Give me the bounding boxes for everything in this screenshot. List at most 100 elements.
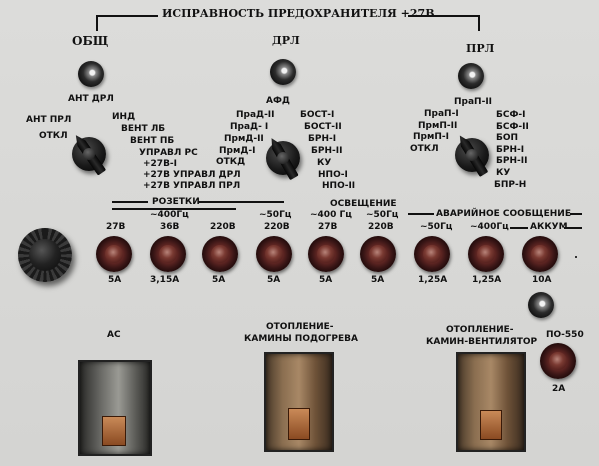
bracket-left-drop xyxy=(96,15,98,31)
po550-fuse-label: 2А xyxy=(552,384,566,394)
sw-mid-right-6: НПО-II xyxy=(322,181,356,191)
fuse-5-top: 220В xyxy=(368,222,394,232)
lamp-drl-indicator xyxy=(270,59,296,85)
header-title: ИСПРАВНОСТЬ ПРЕДОХРАНИТЕЛЯ +27В xyxy=(162,7,435,20)
toggle-heat2-line2: КАМИН-ВЕНТИЛЯТОР xyxy=(426,337,538,347)
sw-right-left-1: ПрмП-II xyxy=(418,121,458,131)
section-rozetki: РОЗЕТКИ xyxy=(152,197,200,207)
fuse-holder-2[interactable] xyxy=(202,236,238,272)
fuse-1-bottom: 3,15А xyxy=(150,275,180,285)
po550-label: ПО-550 xyxy=(546,330,584,340)
group-obsh: ОБЩ xyxy=(72,34,109,48)
sw-mid-right-3: БРН-II xyxy=(311,146,343,156)
toggle-heat1[interactable] xyxy=(264,352,334,452)
rozetki-line-right xyxy=(198,201,284,203)
rotary-switch-left[interactable] xyxy=(72,137,106,171)
rotary-switch-right[interactable] xyxy=(455,138,489,172)
sw-left-pos-6: +27В-I xyxy=(143,159,178,169)
fuse-holder-1[interactable] xyxy=(150,236,186,272)
sw-mid-right-1: БОСТ-II xyxy=(304,122,342,132)
rotary-cap-left xyxy=(83,148,95,160)
sw-mid-left-4: ОТКД xyxy=(216,157,246,167)
fuse-holder-5[interactable] xyxy=(360,236,396,272)
sw-mid-right-2: БРН-I xyxy=(308,134,337,144)
sw-right-left-2: ПрмП-I xyxy=(413,132,449,142)
section-osveshchenie: ОСВЕЩЕНИЕ xyxy=(330,199,397,209)
sw-mid-left-3: ПрмД-I xyxy=(219,146,256,156)
fuse-holder-3[interactable] xyxy=(256,236,292,272)
akkum-line-right xyxy=(564,227,582,229)
group-prl: ПРЛ xyxy=(466,42,495,55)
sub-hz400-a: ~400Гц xyxy=(150,210,189,220)
fuse-6-bottom: 1,25А xyxy=(418,275,448,285)
bracket-right-top xyxy=(408,15,480,17)
sw-left-pos-4: ВЕНТ ПБ xyxy=(130,136,175,146)
fuse-7-bottom: 1,25А xyxy=(472,275,502,285)
sub-hz400-c: ~400Гц xyxy=(470,222,509,232)
sw-mid-left-0: ПраД-II xyxy=(236,110,275,120)
sw-mid-right-0: БОСТ-I xyxy=(300,110,335,120)
fuse-2-top: 220В xyxy=(210,222,236,232)
fuse-5-bottom: 5А xyxy=(371,275,385,285)
fuse-3-bottom: 5А xyxy=(267,275,281,285)
sw-right-left-3: ОТКЛ xyxy=(410,144,439,154)
sw-left-pos-5: УПРАВЛ РС xyxy=(139,148,198,158)
sw-right-right-6: БПР-Н xyxy=(494,180,527,190)
sub-hz400-b: ~400 Гц xyxy=(310,210,352,220)
akkum-line-left xyxy=(510,227,528,229)
fuse-holder-po550[interactable] xyxy=(540,343,576,379)
lamp-afd-label: АФД xyxy=(266,96,290,106)
fuse-3-top: 220В xyxy=(264,222,290,232)
section-avariynoe: АВАРИЙНОЕ СООБЩЕНИЕ xyxy=(436,209,571,219)
fuse-4-bottom: 5А xyxy=(319,275,333,285)
sw-right-right-2: БОП xyxy=(496,133,519,143)
lamp-po550-indicator xyxy=(528,292,554,318)
toggle-ac[interactable] xyxy=(78,360,152,456)
rozetki-line-left xyxy=(112,201,148,203)
fuse-holder-7[interactable] xyxy=(468,236,504,272)
toggle-heat2[interactable] xyxy=(456,352,526,452)
fuse-holder-4[interactable] xyxy=(308,236,344,272)
sw-mid-left-2: ПрмД-II xyxy=(224,134,264,144)
sw-mid-right-5: НПО-I xyxy=(318,170,348,180)
lamp-ant-drl-label: АНТ ДРЛ xyxy=(68,94,114,104)
sw-right-left-0: ПраП-I xyxy=(424,109,459,119)
avar-line-left xyxy=(408,213,434,215)
toggle-ac-label: АС xyxy=(107,330,121,340)
main-rotary-knob[interactable] xyxy=(18,228,72,282)
lamp-obsh-indicator xyxy=(78,61,104,87)
bracket-right-drop xyxy=(478,15,480,31)
sw-right-right-5: КУ xyxy=(496,168,511,178)
fuse-1-top: 36В xyxy=(160,222,180,232)
sub-hz50-a: ~50Гц xyxy=(259,210,292,220)
sw-right-right-4: БРН-II xyxy=(496,156,528,166)
rotary-switch-mid[interactable] xyxy=(266,141,300,175)
sw-right-right-0: БСФ-I xyxy=(496,110,526,120)
rotary-cap-mid xyxy=(277,152,289,164)
sw-mid-left-1: ПраД- I xyxy=(230,122,269,132)
lamp-prl-indicator xyxy=(458,63,484,89)
toggle-heat2-line1: ОТОПЛЕНИЕ- xyxy=(446,325,514,335)
rozetki-400-line xyxy=(112,208,236,210)
section-akkum: АККУМ xyxy=(530,222,568,232)
sw-left-pos-0: АНТ ПРЛ xyxy=(26,115,72,125)
fuse-holder-6[interactable] xyxy=(414,236,450,272)
fuse-holder-0[interactable] xyxy=(96,236,132,272)
avar-line-right xyxy=(570,213,582,215)
fuse-4-top: 27В xyxy=(318,222,338,232)
fuse-0-bottom: 5А xyxy=(108,275,122,285)
sw-left-pos-7: +27В УПРАВЛ ДРЛ xyxy=(143,170,241,180)
toggle-heat1-lever xyxy=(288,408,310,440)
toggle-heat2-lever xyxy=(480,410,502,440)
sw-left-pos-1: ОТКЛ xyxy=(39,131,68,141)
fuse-0-top: 27В xyxy=(106,222,126,232)
toggle-heat1-line2: КАМИНЫ ПОДОГРЕВА xyxy=(244,334,358,344)
sw-mid-right-4: КУ xyxy=(317,158,332,168)
sw-right-right-3: БРН-I xyxy=(496,145,525,155)
fuse-8-bottom: 10А xyxy=(532,275,552,285)
fuse-holder-8[interactable] xyxy=(522,236,558,272)
marker-dot xyxy=(575,256,577,258)
toggle-ac-lever xyxy=(102,416,126,446)
rotary-cap-right xyxy=(466,149,478,161)
